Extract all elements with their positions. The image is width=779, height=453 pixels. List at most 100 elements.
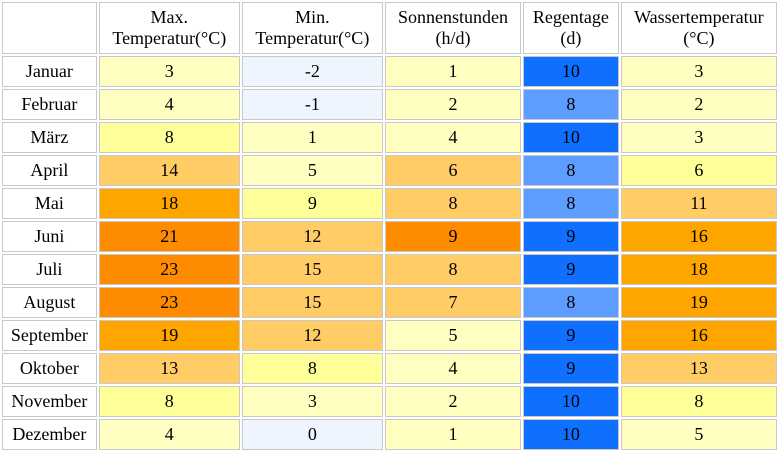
sun-hours-cell: 9	[384, 221, 521, 252]
min-temp-cell: -1	[241, 89, 383, 120]
rain-days-cell: 9	[522, 320, 619, 351]
table-row: Oktober 13 8 4 9 13	[2, 353, 777, 384]
water-temp-cell: 8	[620, 386, 777, 417]
month-cell: November	[2, 386, 97, 417]
header-sun-hours: Sonnenstunden (h/d)	[384, 2, 521, 54]
header-min-temp: Min. Temperatur(°C)	[241, 2, 383, 54]
max-temp-cell: 21	[98, 221, 240, 252]
water-temp-cell: 3	[620, 122, 777, 153]
water-temp-cell: 18	[620, 254, 777, 285]
table-row: September 19 12 5 9 16	[2, 320, 777, 351]
table-row: Juni 21 12 9 9 16	[2, 221, 777, 252]
rain-days-cell: 9	[522, 221, 619, 252]
min-temp-cell: 0	[241, 419, 383, 450]
water-temp-cell: 13	[620, 353, 777, 384]
min-temp-cell: 5	[241, 155, 383, 186]
water-temp-cell: 3	[620, 56, 777, 87]
sun-hours-cell: 2	[384, 386, 521, 417]
max-temp-cell: 4	[98, 419, 240, 450]
max-temp-cell: 18	[98, 188, 240, 219]
month-cell: Juli	[2, 254, 97, 285]
header-sun-hours-line2: (h/d)	[435, 28, 471, 48]
month-cell: Mai	[2, 188, 97, 219]
min-temp-cell: 12	[241, 221, 383, 252]
min-temp-cell: 15	[241, 287, 383, 318]
max-temp-cell: 8	[98, 386, 240, 417]
header-min-temp-line1: Min.	[295, 7, 330, 27]
month-cell: August	[2, 287, 97, 318]
month-cell: Februar	[2, 89, 97, 120]
rain-days-cell: 8	[522, 188, 619, 219]
max-temp-cell: 8	[98, 122, 240, 153]
table-row: August 23 15 7 8 19	[2, 287, 777, 318]
header-rain-days-line1: Regentage	[532, 7, 609, 27]
table-row: Mai 18 9 8 8 11	[2, 188, 777, 219]
water-temp-cell: 19	[620, 287, 777, 318]
min-temp-cell: 8	[241, 353, 383, 384]
header-water-temp-line1: Wassertemperatur	[634, 7, 764, 27]
sun-hours-cell: 1	[384, 56, 521, 87]
rain-days-cell: 8	[522, 287, 619, 318]
sun-hours-cell: 7	[384, 287, 521, 318]
table-row: März 8 1 4 10 3	[2, 122, 777, 153]
min-temp-cell: 1	[241, 122, 383, 153]
rain-days-cell: 9	[522, 353, 619, 384]
max-temp-cell: 4	[98, 89, 240, 120]
table-row: Juli 23 15 8 9 18	[2, 254, 777, 285]
max-temp-cell: 23	[98, 287, 240, 318]
max-temp-cell: 14	[98, 155, 240, 186]
sun-hours-cell: 5	[384, 320, 521, 351]
rain-days-cell: 10	[522, 56, 619, 87]
rain-days-cell: 9	[522, 254, 619, 285]
header-sun-hours-line1: Sonnenstunden	[397, 7, 508, 27]
min-temp-cell: -2	[241, 56, 383, 87]
month-cell: Juni	[2, 221, 97, 252]
max-temp-cell: 19	[98, 320, 240, 351]
sun-hours-cell: 4	[384, 353, 521, 384]
rain-days-cell: 10	[522, 122, 619, 153]
table-row: Dezember 4 0 1 10 5	[2, 419, 777, 450]
table-row: November 8 3 2 10 8	[2, 386, 777, 417]
month-cell: Oktober	[2, 353, 97, 384]
rain-days-cell: 10	[522, 419, 619, 450]
water-temp-cell: 5	[620, 419, 777, 450]
max-temp-cell: 23	[98, 254, 240, 285]
header-rain-days-line2: (d)	[560, 28, 582, 48]
header-corner	[2, 2, 97, 54]
header-max-temp-line1: Max.	[150, 7, 189, 27]
header-rain-days: Regentage (d)	[522, 2, 619, 54]
sun-hours-cell: 8	[384, 254, 521, 285]
month-cell: April	[2, 155, 97, 186]
water-temp-cell: 16	[620, 221, 777, 252]
sun-hours-cell: 2	[384, 89, 521, 120]
header-row: Max. Temperatur(°C) Min. Temperatur(°C) …	[2, 2, 777, 54]
water-temp-cell: 11	[620, 188, 777, 219]
header-min-temp-line2: Temperatur(°C)	[255, 28, 370, 48]
sun-hours-cell: 4	[384, 122, 521, 153]
table-row: Februar 4 -1 2 8 2	[2, 89, 777, 120]
water-temp-cell: 6	[620, 155, 777, 186]
rain-days-cell: 8	[522, 89, 619, 120]
month-cell: Januar	[2, 56, 97, 87]
month-cell: Dezember	[2, 419, 97, 450]
sun-hours-cell: 8	[384, 188, 521, 219]
water-temp-cell: 2	[620, 89, 777, 120]
max-temp-cell: 13	[98, 353, 240, 384]
min-temp-cell: 12	[241, 320, 383, 351]
min-temp-cell: 15	[241, 254, 383, 285]
header-water-temp-line2: (°C)	[683, 28, 715, 48]
month-cell: März	[2, 122, 97, 153]
table-row: Januar 3 -2 1 10 3	[2, 56, 777, 87]
header-water-temp: Wassertemperatur (°C)	[620, 2, 777, 54]
min-temp-cell: 3	[241, 386, 383, 417]
month-cell: September	[2, 320, 97, 351]
sun-hours-cell: 1	[384, 419, 521, 450]
rain-days-cell: 8	[522, 155, 619, 186]
min-temp-cell: 9	[241, 188, 383, 219]
water-temp-cell: 16	[620, 320, 777, 351]
max-temp-cell: 3	[98, 56, 240, 87]
header-max-temp: Max. Temperatur(°C)	[98, 2, 240, 54]
rain-days-cell: 10	[522, 386, 619, 417]
sun-hours-cell: 6	[384, 155, 521, 186]
